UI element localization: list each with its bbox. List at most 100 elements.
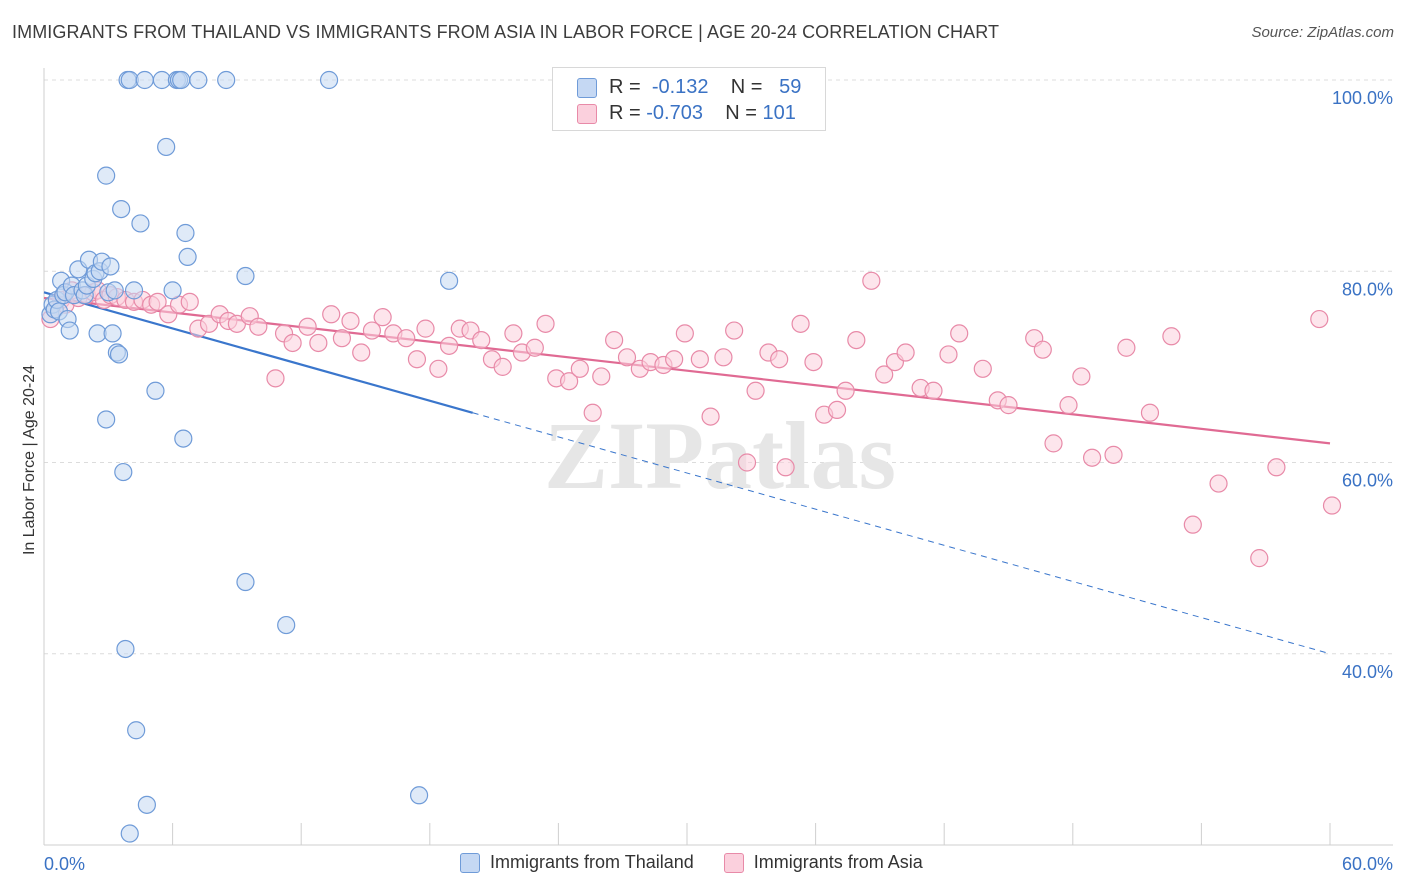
thailand-point (236, 266, 255, 286)
y-tick-label: 100.0% (1332, 88, 1393, 108)
thailand-point (116, 639, 135, 659)
legend-label: Immigrants from Asia (753, 852, 923, 872)
thailand-point (124, 281, 144, 300)
n-value: 101 (762, 102, 796, 124)
thailand-point (109, 345, 129, 364)
thailand-point (97, 166, 116, 185)
asia-point (1117, 338, 1136, 357)
asia-point (1322, 496, 1342, 515)
asia-point (1183, 515, 1202, 534)
asia-point (1033, 340, 1052, 359)
thailand-point (189, 70, 208, 90)
asia-point (950, 324, 969, 343)
asia-point (472, 331, 491, 350)
thailand-point (439, 271, 459, 290)
thailand-point (60, 321, 79, 340)
asia-point (725, 321, 744, 340)
thailand-point (176, 223, 195, 243)
asia-point (570, 359, 589, 378)
asia-point (1044, 434, 1063, 453)
r-label: R = (609, 76, 641, 98)
thailand-point (135, 70, 154, 90)
thailand-point (101, 257, 120, 276)
r-label: R = (609, 102, 641, 124)
asia-point (560, 372, 579, 391)
thailand-point (172, 70, 191, 90)
thailand-point (409, 786, 429, 805)
asia-point (836, 381, 855, 400)
asia-point (1082, 448, 1102, 467)
pink-swatch-icon (723, 852, 744, 873)
correlation-legend: R = -0.132 N = 59 R = -0.703 N = 101 (552, 67, 826, 131)
asia-point (675, 324, 694, 343)
blue-swatch-icon (577, 77, 597, 98)
asia-point (504, 324, 523, 343)
tick-labels: 40.0% 60.0% 80.0% 100.0% 0.0% 60.0% (44, 88, 1393, 874)
thailand-point (137, 795, 156, 814)
thailand-trend-extension (472, 412, 1331, 655)
asia-point (397, 329, 416, 348)
asia-point (665, 350, 684, 369)
n-label: N = (730, 76, 763, 98)
asia-point (249, 317, 268, 336)
asia-point (791, 314, 810, 333)
asia-point (737, 453, 757, 472)
asia-point (690, 350, 709, 369)
source-label: Source: ZipAtlas.com (1251, 24, 1394, 41)
asia-point (373, 308, 392, 327)
legend-label: Immigrants from Thailand (490, 852, 694, 872)
asia-point (309, 333, 328, 353)
data-points (41, 70, 1342, 843)
asia-point (1059, 396, 1078, 415)
legend-item-thailand: Immigrants from Thailand (460, 852, 694, 873)
thailand-point (103, 324, 122, 343)
asia-point (536, 314, 555, 333)
pink-swatch-icon (577, 103, 597, 124)
asia-point (746, 381, 765, 400)
legend-item-asia: Immigrants from Asia (723, 852, 923, 873)
asia-point (416, 319, 435, 338)
thailand-point (131, 214, 150, 233)
n-value: 59 (779, 76, 802, 98)
thailand-point (217, 70, 236, 90)
asia-point (1072, 367, 1091, 386)
asia-point (776, 458, 795, 477)
grid-lines (44, 79, 1393, 655)
asia-point (180, 292, 199, 311)
asia-point (1162, 327, 1181, 346)
trend-lines (43, 291, 1331, 655)
asia-point (701, 407, 720, 426)
asia-point (804, 352, 823, 372)
thailand-point (127, 721, 146, 740)
watermark: ZIPatlas (544, 402, 896, 509)
asia-point (1140, 403, 1160, 422)
asia-point (1267, 458, 1286, 477)
legend-row-asia: R = -0.703 N = 101 (577, 102, 796, 125)
chart-title: IMMIGRANTS FROM THAILAND VS IMMIGRANTS F… (12, 22, 1000, 42)
thailand-trend-line (43, 291, 473, 414)
legend-row-thailand: R = -0.132 N = 59 (577, 76, 801, 99)
thailand-point (163, 281, 182, 300)
asia-point (407, 350, 427, 369)
asia-point (875, 365, 894, 384)
asia-point (617, 348, 637, 367)
thailand-point (236, 572, 255, 592)
x-tick-label: 60.0% (1342, 854, 1393, 874)
series-legend: Immigrants from Thailand Immigrants from… (460, 852, 923, 873)
asia-point (924, 381, 943, 400)
thailand-point (174, 429, 193, 448)
asia-point (362, 321, 382, 340)
asia-point (1104, 445, 1123, 464)
asia-point (148, 292, 167, 311)
asia-point (1209, 474, 1228, 493)
asia-point (999, 396, 1018, 415)
y-tick-label: 60.0% (1342, 471, 1393, 491)
thailand-point (114, 462, 133, 482)
asia-point (770, 350, 789, 369)
asia-point (939, 345, 958, 364)
asia-point (862, 271, 881, 290)
asia-point (605, 331, 624, 350)
asia-point (1310, 309, 1329, 329)
asia-point (322, 305, 341, 324)
asia-point (266, 369, 285, 388)
